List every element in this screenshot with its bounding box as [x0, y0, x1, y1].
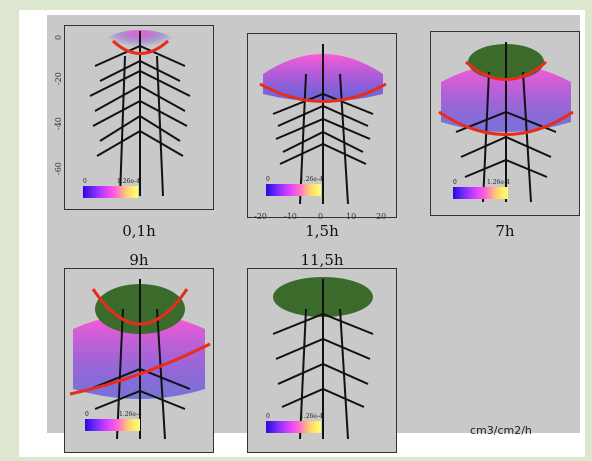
colorbar-min: 0 — [266, 176, 270, 183]
panel-label: 1,5h — [305, 222, 339, 240]
colorbar — [85, 419, 140, 431]
tree-canopy-plot — [89, 30, 191, 197]
tree-canopy-plot — [259, 44, 387, 205]
y-tick: -20 — [54, 72, 63, 85]
colorbar-max: 1.26e-4 — [300, 176, 323, 183]
colorbar — [83, 186, 138, 198]
colorbar-min: 0 — [266, 413, 270, 420]
x-tick: 0 — [318, 212, 324, 221]
panel-11-5h: 0 1.26e-4 — [247, 268, 397, 453]
colorbar-max: 1.26e-4 — [487, 179, 510, 186]
panel-label: 9h — [129, 251, 149, 269]
colorbar-max: 1.26e-4 — [117, 178, 140, 185]
panel-label: 7h — [495, 222, 515, 240]
y-tick: -60 — [54, 162, 63, 175]
tree-canopy-plot — [272, 277, 374, 440]
panel-label: 11,5h — [300, 251, 344, 269]
unit-label: cm3/cm2/h — [470, 424, 532, 437]
colorbar — [266, 421, 321, 433]
x-tick: -20 — [254, 212, 267, 221]
colorbar-min: 0 — [83, 178, 87, 185]
colorbar — [266, 184, 321, 196]
colorbar-max: 1.26e-4 — [300, 413, 323, 420]
panel-label: 0,1h — [122, 222, 156, 240]
panel-1-5h: 0 1.26e-4 — [247, 33, 397, 218]
y-tick: -40 — [54, 117, 63, 130]
tree-canopy-plot — [438, 42, 574, 203]
y-tick: 0 — [54, 34, 63, 40]
panel-7h: 0 1.26e-4 — [430, 31, 580, 216]
tree-canopy-plot — [69, 279, 211, 440]
colorbar-max: 1.26e-4 — [119, 411, 142, 418]
panel-9h: 0 1.26e-4 — [64, 268, 214, 453]
x-tick: -10 — [284, 212, 297, 221]
x-tick: 10 — [346, 212, 357, 221]
colorbar-min: 0 — [85, 411, 89, 418]
panel-0-1h: 0 1.26e-4 — [64, 25, 214, 210]
x-tick: 20 — [376, 212, 387, 221]
colorbar — [453, 187, 508, 199]
colorbar-min: 0 — [453, 179, 457, 186]
